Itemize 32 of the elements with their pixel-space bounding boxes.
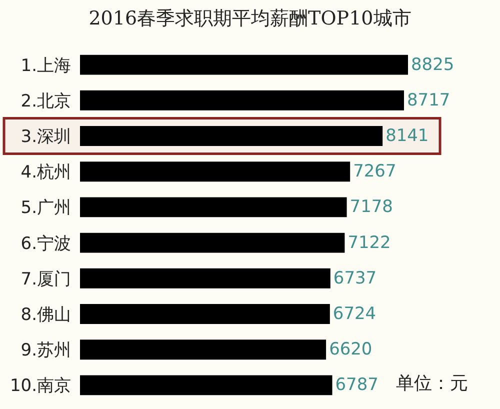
bar (80, 375, 332, 396)
data-label: 8717 (407, 89, 450, 110)
y-tick-label: 1.上海 (20, 56, 71, 76)
data-label: 6724 (332, 302, 376, 323)
data-label: 6620 (329, 338, 372, 359)
annotation: 单位：元 (396, 373, 468, 394)
y-tick-label: 8.佛山 (20, 304, 71, 325)
y-tick-label: 7.厦门 (20, 269, 71, 290)
data-label: 6787 (335, 374, 378, 394)
bar (80, 90, 404, 110)
chart-title: 2016春季求职期平均薪酬TOP10城市 (88, 8, 412, 30)
data-label: 7267 (353, 160, 396, 181)
data-label: 7178 (350, 196, 393, 216)
y-tick-label: 4.杭州 (20, 162, 71, 183)
bar (80, 304, 330, 324)
data-label: 6737 (333, 267, 377, 288)
data-label: 8825 (411, 54, 454, 74)
bar (80, 126, 383, 146)
bar (80, 232, 345, 253)
data-label: 7122 (348, 232, 391, 252)
bar (80, 162, 350, 182)
y-tick-label: 10.南京 (10, 376, 71, 396)
bar (80, 54, 408, 75)
y-tick-label: 5.广州 (20, 198, 71, 218)
y-tick-label: 3.深圳 (20, 126, 71, 147)
bar (80, 197, 347, 218)
data-label: 8141 (386, 124, 429, 145)
bar (80, 268, 330, 288)
y-tick-label: 6.宁波 (20, 234, 71, 254)
y-tick-label: 2.北京 (20, 91, 71, 112)
bar (80, 340, 326, 360)
y-tick-label: 9.苏州 (20, 340, 71, 361)
